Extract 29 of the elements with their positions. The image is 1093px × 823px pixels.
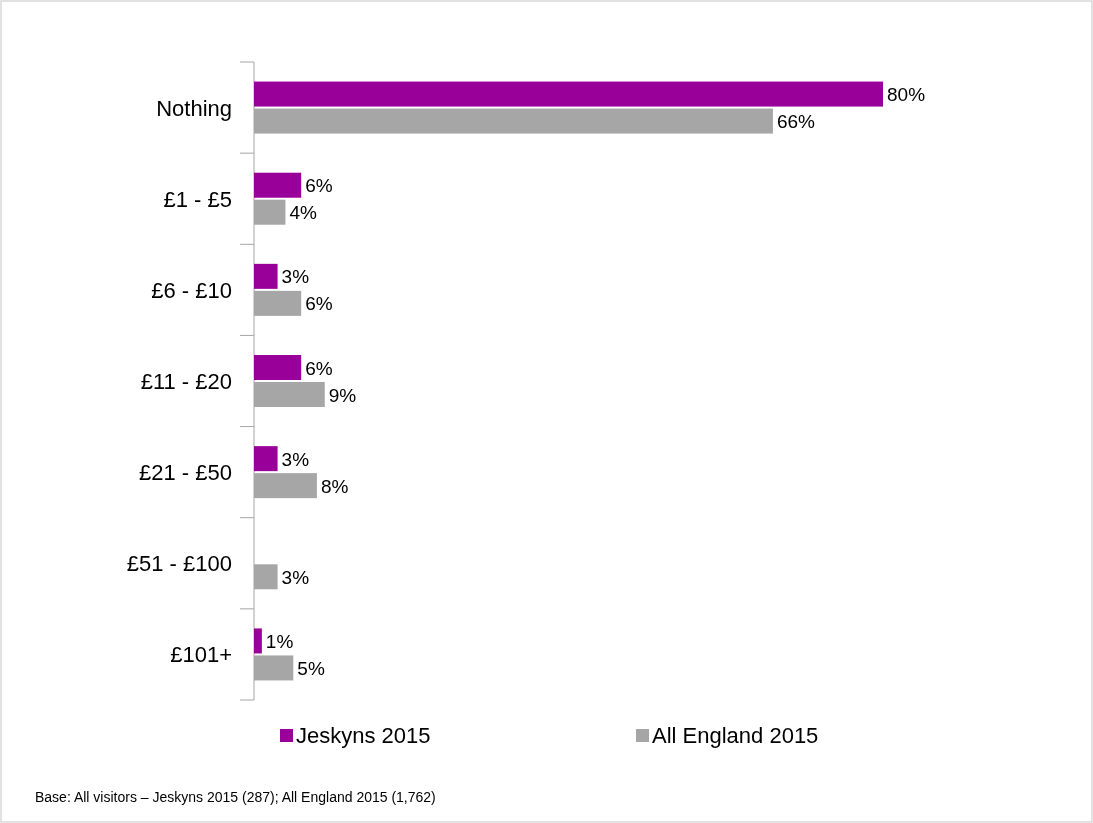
text: Base: All visitors – Jeskyns 2015 (287); All England 2015 (1,762) <box>35 789 436 805</box>
y-tick-label: Nothing <box>156 95 232 121</box>
data-label: 6% <box>305 175 333 197</box>
data-label: 3% <box>281 566 310 588</box>
legend-label: All England 2015 <box>652 723 819 748</box>
bar <box>254 628 262 654</box>
data-label: 6% <box>305 293 333 315</box>
y-tick-label: £11 - £20 <box>140 369 232 394</box>
bar <box>254 172 302 198</box>
data-label: 9% <box>328 384 357 406</box>
data-label: 66% <box>776 111 816 133</box>
bar <box>254 446 278 472</box>
legend-label: Jeskyns 2015 <box>296 723 431 748</box>
data-label: 5% <box>297 657 325 679</box>
y-tick-label: £51 - £100 <box>126 551 232 577</box>
bar <box>254 81 883 107</box>
bar <box>254 263 278 289</box>
data-label: 4% <box>289 202 318 224</box>
data-label: 6% <box>305 357 333 379</box>
data-label: 3% <box>281 448 310 470</box>
data-label: 3% <box>281 266 310 288</box>
y-tick-label: £21 - £50 <box>139 460 232 486</box>
y-tick-label: £1 - £5 <box>163 186 232 212</box>
data-label: 8% <box>320 475 349 497</box>
bar <box>254 355 302 380</box>
data-label: 1% <box>265 630 294 652</box>
y-tick-label: £101+ <box>170 642 232 668</box>
y-tick-label: £6 - £10 <box>151 277 232 303</box>
data-label: 80% <box>887 84 926 106</box>
